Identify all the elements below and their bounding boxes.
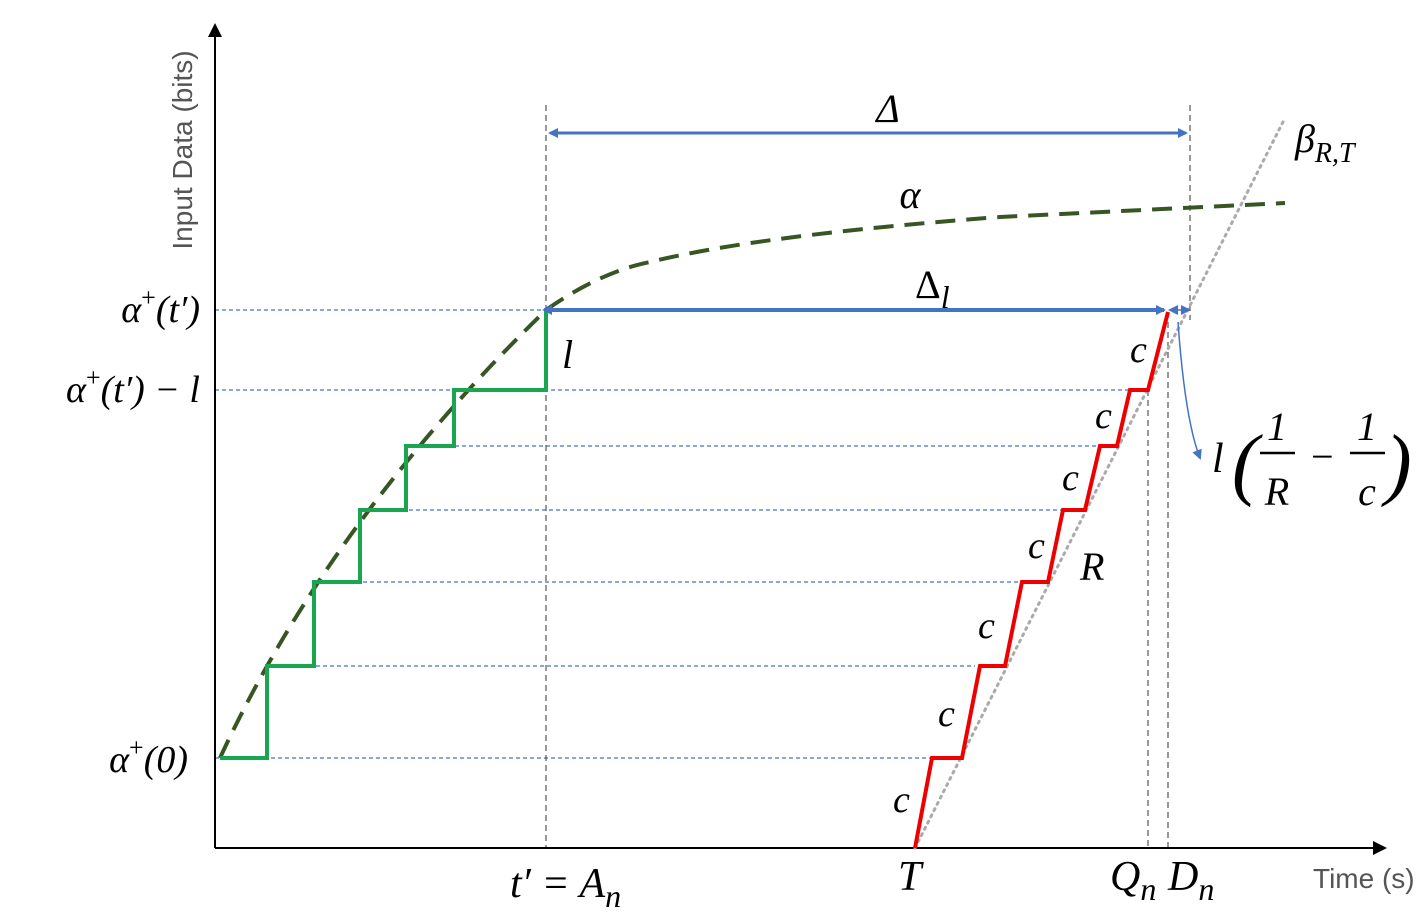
guides [215,309,1130,759]
paren: ) [1381,420,1412,508]
numerator: 1 [1267,404,1287,449]
base: t′ = A [510,861,605,907]
r-label: R [1079,544,1104,589]
formula: l ( 1 R − 1 c ) [1212,404,1412,514]
pointer-arrow [1177,321,1202,460]
sup: + [86,363,101,392]
sub: R,T [1314,138,1357,169]
arrival-curve [218,201,1286,759]
arg: (t′) − l [101,369,200,411]
step-label: c [893,779,910,821]
base: α [121,289,142,331]
denominator: R [1264,469,1289,514]
step-label: c [1130,329,1147,371]
x-axis-label: Time (s) [1313,863,1415,894]
minus: − [1309,434,1336,479]
l-label: l [562,332,573,377]
sub: n [1140,871,1156,907]
step-label: c [1062,457,1079,499]
sub: n [605,878,621,914]
base: α [66,369,87,411]
denominator: c [1358,469,1376,514]
y-label: α+(t′) [121,283,200,331]
sub: l [941,279,950,315]
sup: + [129,733,144,762]
base: β [1294,116,1315,161]
base: Q [1110,854,1140,900]
step-label: c [938,693,955,735]
service-curve [913,116,1287,850]
y-label: α+(t′) − l [66,363,200,411]
step-label: c [1028,525,1045,567]
sub: n [1198,871,1214,907]
delta-l-label: Δl [915,262,950,315]
step-labels: c c c c c c c [893,329,1147,821]
step-label: c [1095,395,1112,437]
base: D [1167,854,1198,900]
x-labels: t′ = An T Qn Dn [510,854,1214,914]
base: Δ [915,262,941,307]
arg: (0) [144,739,188,781]
x-label: Dn [1167,854,1214,907]
step-label: c [978,605,995,647]
paren: ( [1232,420,1263,508]
base: α [109,739,130,781]
service-steps [913,311,1170,849]
x-label: T [898,854,924,900]
x-label: Qn [1110,854,1156,907]
delta-label: Δ [874,86,899,131]
arrival-steps [220,310,548,760]
formula-l: l [1212,436,1224,482]
numerator: 1 [1357,404,1377,449]
alpha-label: α [900,172,922,217]
y-label: α+(0) [109,733,188,781]
vertical-guides [545,105,1191,848]
sup: + [141,283,156,312]
y-axis-label: Input Data (bits) [167,50,198,249]
arg: (t′) [156,289,200,331]
y-labels: α+(t′) α+(t′) − l α+(0) [66,283,200,781]
beta-label: βR,T [1294,116,1357,169]
x-label: t′ = An [510,861,621,914]
